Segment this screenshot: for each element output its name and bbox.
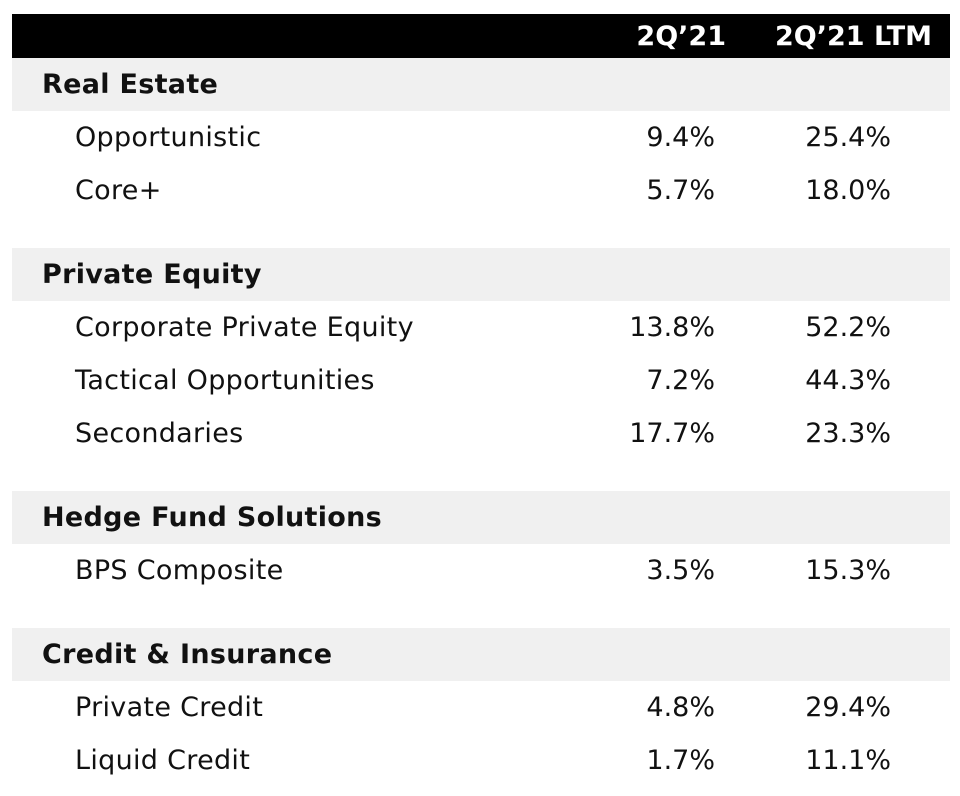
table-row: Opportunistic 9.4% 25.4% bbox=[12, 111, 950, 164]
value-2q21-ltm: 25.4% bbox=[805, 122, 891, 153]
value-2q21: 7.2% bbox=[646, 365, 715, 396]
table-row: Tactical Opportunities 7.2% 44.3% bbox=[12, 354, 950, 407]
section-header: Hedge Fund Solutions bbox=[12, 491, 950, 544]
row-label: Core+ bbox=[75, 175, 162, 206]
table-row: Corporate Private Equity 13.8% 52.2% bbox=[12, 301, 950, 354]
row-label: BPS Composite bbox=[75, 555, 284, 586]
value-2q21-ltm: 29.4% bbox=[805, 692, 891, 723]
section-hedge-fund-solutions: Hedge Fund Solutions BPS Composite 3.5% … bbox=[12, 491, 950, 597]
value-2q21-ltm: 52.2% bbox=[805, 312, 891, 343]
value-2q21-ltm: 15.3% bbox=[805, 555, 891, 586]
row-label: Tactical Opportunities bbox=[75, 365, 375, 396]
value-2q21: 5.7% bbox=[646, 175, 715, 206]
row-label: Private Credit bbox=[75, 692, 264, 723]
section-header: Real Estate bbox=[12, 58, 950, 111]
section-header: Credit & Insurance bbox=[12, 628, 950, 681]
value-2q21-ltm: 44.3% bbox=[805, 365, 891, 396]
section-title: Hedge Fund Solutions bbox=[42, 502, 383, 533]
column-header-2q21: 2Q’21 bbox=[636, 21, 726, 52]
value-2q21-ltm: 23.3% bbox=[805, 418, 891, 449]
returns-table: 2Q’21 2Q’21 LTM Real Estate Opportunisti… bbox=[12, 14, 950, 787]
row-label: Secondaries bbox=[75, 418, 244, 449]
section-title: Credit & Insurance bbox=[42, 639, 333, 670]
column-header-2q21-ltm: 2Q’21 LTM bbox=[775, 21, 932, 52]
section-spacer bbox=[12, 217, 950, 248]
section-header: Private Equity bbox=[12, 248, 950, 301]
value-2q21: 9.4% bbox=[646, 122, 715, 153]
table-row: Core+ 5.7% 18.0% bbox=[12, 164, 950, 217]
value-2q21: 4.8% bbox=[646, 692, 715, 723]
row-label: Opportunistic bbox=[75, 122, 262, 153]
section-private-equity: Private Equity Corporate Private Equity … bbox=[12, 248, 950, 460]
row-label: Corporate Private Equity bbox=[75, 312, 414, 343]
table-row: Private Credit 4.8% 29.4% bbox=[12, 681, 950, 734]
table-header: 2Q’21 2Q’21 LTM bbox=[12, 14, 950, 58]
section-spacer bbox=[12, 460, 950, 491]
section-credit-insurance: Credit & Insurance Private Credit 4.8% 2… bbox=[12, 628, 950, 787]
value-2q21: 3.5% bbox=[646, 555, 715, 586]
value-2q21-ltm: 11.1% bbox=[805, 745, 891, 776]
value-2q21: 17.7% bbox=[629, 418, 715, 449]
section-title: Real Estate bbox=[42, 69, 219, 100]
value-2q21: 1.7% bbox=[646, 745, 715, 776]
value-2q21-ltm: 18.0% bbox=[805, 175, 891, 206]
value-2q21: 13.8% bbox=[629, 312, 715, 343]
table-row: Secondaries 17.7% 23.3% bbox=[12, 407, 950, 460]
table-row: Liquid Credit 1.7% 11.1% bbox=[12, 734, 950, 787]
table-row: BPS Composite 3.5% 15.3% bbox=[12, 544, 950, 597]
row-label: Liquid Credit bbox=[75, 745, 251, 776]
section-title: Private Equity bbox=[42, 259, 262, 290]
section-real-estate: Real Estate Opportunistic 9.4% 25.4% Cor… bbox=[12, 58, 950, 217]
section-spacer bbox=[12, 597, 950, 628]
